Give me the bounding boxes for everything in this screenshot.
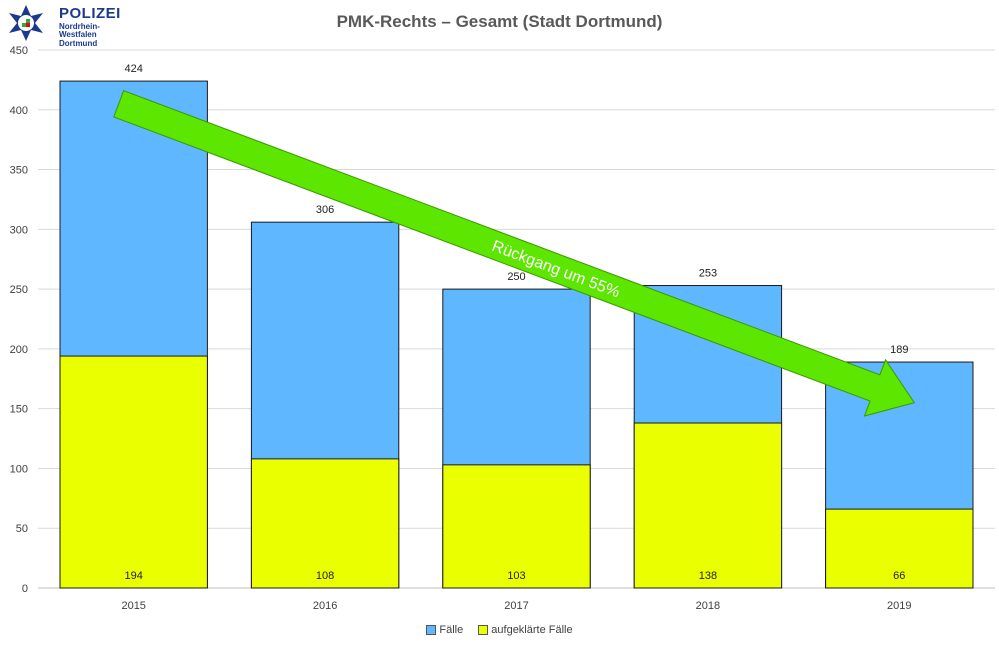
data-label-faelle: 253 [699, 268, 717, 280]
x-tick-label: 2016 [313, 600, 337, 612]
data-label-aufgeklaerte: 108 [316, 570, 334, 582]
legend-swatch-faelle [426, 625, 437, 636]
data-label-aufgeklaerte: 194 [125, 570, 143, 582]
legend: Fälle aufgeklärte Fälle [0, 624, 999, 636]
y-tick-label: 0 [22, 583, 28, 595]
y-tick-label: 100 [10, 463, 28, 475]
y-tick-label: 400 [10, 105, 28, 117]
bar-aufgeklaerte [250, 458, 400, 589]
legend-item-aufgeklaerte: aufgeklärte Fälle [478, 624, 573, 636]
bar-aufgeklaerte [633, 422, 783, 589]
x-tick-label: 2018 [696, 600, 720, 612]
y-tick-label: 200 [10, 344, 28, 356]
police-logo: POLIZEI Nordrhein-Westfalen Dortmund [4, 4, 124, 48]
legend-item-faelle: Fälle [426, 624, 463, 636]
data-label-faelle: 306 [316, 204, 334, 216]
y-tick-label: 150 [10, 404, 28, 416]
legend-label-faelle: Fälle [439, 624, 464, 636]
x-tick-label: 2019 [887, 600, 911, 612]
logo-name: POLIZEI [59, 5, 121, 22]
y-tick-label: 350 [10, 165, 28, 177]
data-label-faelle: 424 [125, 63, 143, 75]
data-label-aufgeklaerte: 66 [893, 570, 905, 582]
police-star-icon [9, 5, 43, 41]
logo-region: Nordrhein-Westfalen [59, 22, 100, 39]
trend-arrow-shape [113, 90, 916, 417]
data-label-aufgeklaerte: 103 [507, 570, 525, 582]
x-tick-label: 2015 [121, 600, 145, 612]
y-tick-label: 300 [10, 224, 28, 236]
y-tick-label: 450 [10, 45, 28, 57]
data-label-faelle: 250 [507, 271, 525, 283]
y-tick-label: 50 [16, 523, 28, 535]
data-label-faelle: 189 [890, 344, 908, 356]
data-label-aufgeklaerte: 138 [699, 570, 717, 582]
chart-title: PMK-Rechts – Gesamt (Stadt Dortmund) [336, 12, 663, 31]
y-tick-label: 250 [10, 284, 28, 296]
bar-aufgeklaerte [59, 355, 208, 589]
bar-aufgeklaerte [442, 464, 591, 589]
legend-swatch-aufgeklaerte [478, 625, 489, 636]
bar-aufgeklaerte [825, 508, 974, 589]
logo-city: Dortmund [59, 39, 98, 48]
legend-label-aufgeklaerte: aufgeklärte Fälle [491, 624, 573, 636]
x-tick-label: 2017 [504, 600, 528, 612]
